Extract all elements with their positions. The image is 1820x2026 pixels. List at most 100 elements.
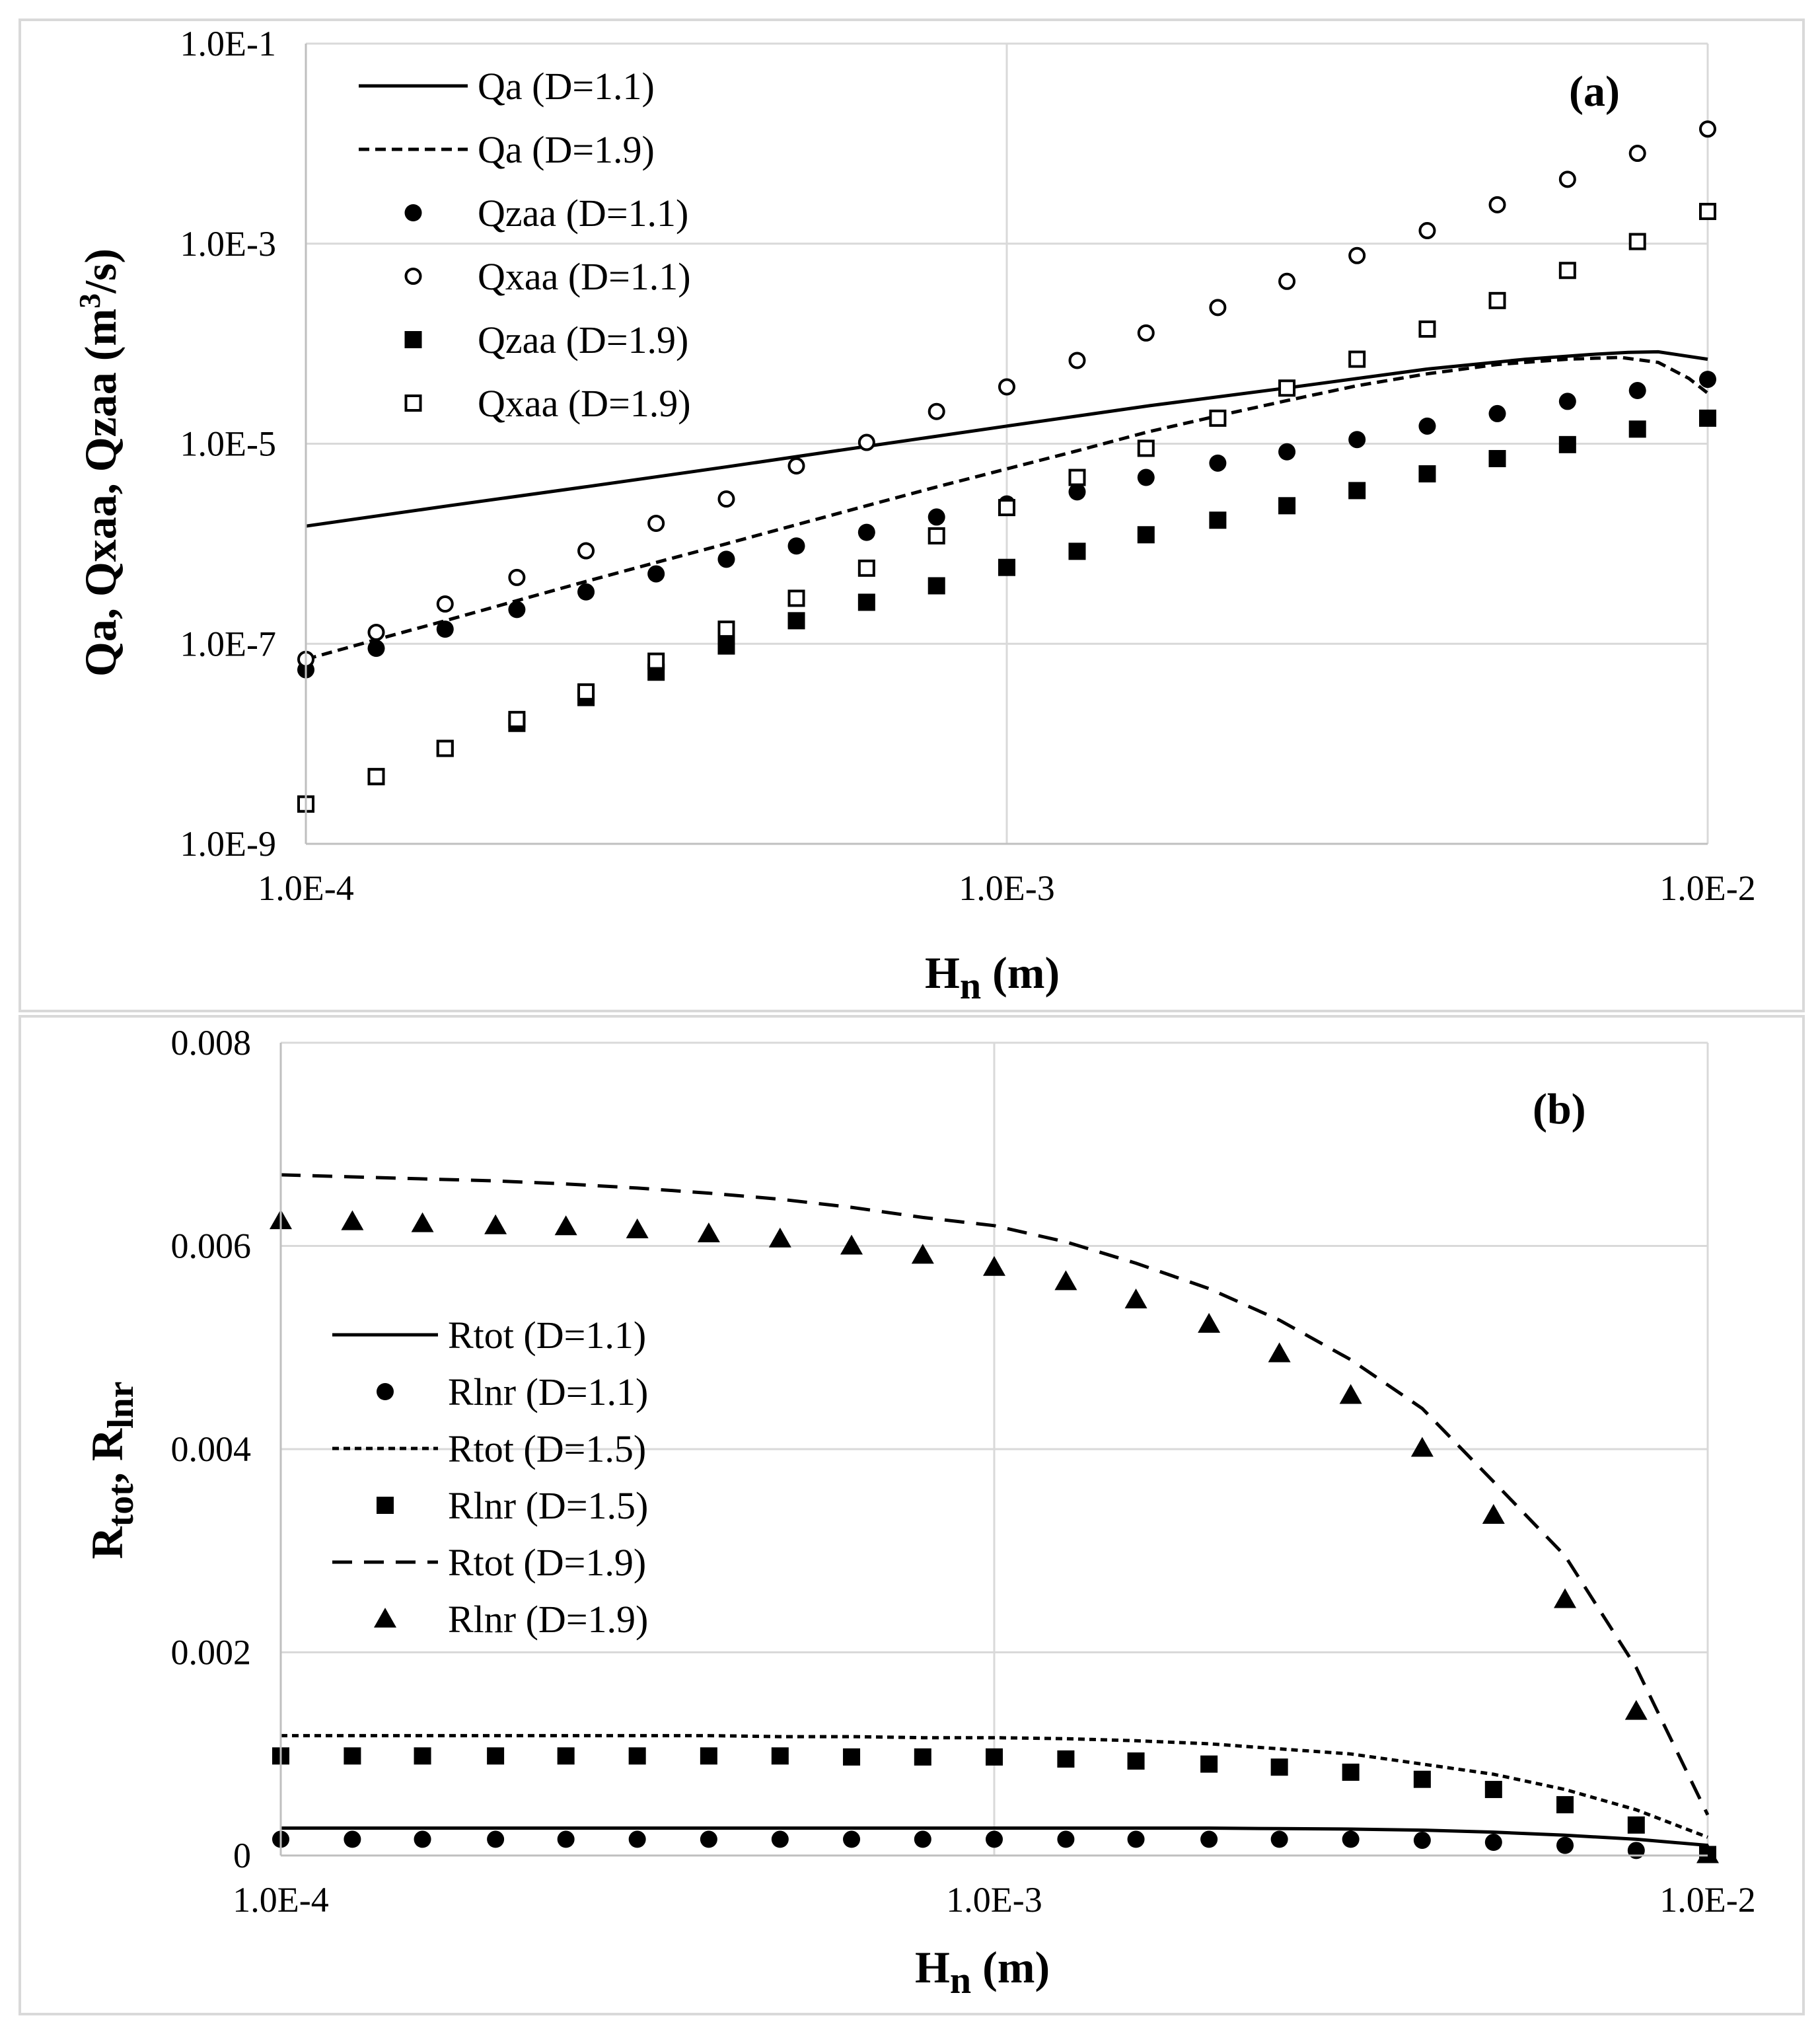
data-point: [577, 542, 595, 560]
data-point: [1624, 1700, 1648, 1720]
data-point: [1627, 1816, 1645, 1834]
data-point: [1268, 1342, 1291, 1363]
data-point: [647, 514, 665, 532]
data-point: [414, 1747, 431, 1765]
panel-b-axes: 1.0E-4 1.0E-3 1.0E-2 0 0.002 0.004 0.006 0.008: [171, 1023, 1756, 1920]
data-point: [1348, 350, 1366, 368]
x-tick-label: 1.0E-4: [258, 868, 353, 908]
legend-label: Qzaa (D=1.9): [478, 319, 688, 361]
data-point: [1628, 420, 1646, 438]
legend-label: Rtot (D=1.5): [448, 1427, 646, 1470]
legend-item: Qa (D=1.9): [359, 128, 655, 171]
panel-b-legend: Rtot (D=1.1) Rlnr (D=1.1) Rtot (D=1.5) Rlnr…: [332, 1314, 648, 1641]
legend-label: Rtot (D=1.1): [448, 1314, 646, 1357]
data-point: [1413, 1770, 1431, 1788]
data-point: [1556, 1836, 1574, 1854]
data-point: [436, 620, 454, 638]
panel-a-y-axis-title-sup: 3: [73, 293, 106, 309]
panel-a-y-axis-title-end: /s): [75, 248, 126, 294]
data-point: [1127, 1752, 1145, 1770]
panel-b-x-axis-title: Hn (m): [915, 1942, 1050, 2002]
data-point: [1137, 324, 1155, 342]
data-point: [344, 1747, 361, 1765]
data-point: [843, 1830, 861, 1848]
data-point: [914, 1830, 931, 1848]
x-tick-label: 1.0E-2: [1659, 868, 1755, 908]
series-markers-rlnr-d-1-5: [272, 1747, 1716, 1863]
data-point: [411, 1212, 434, 1232]
legend-item: Rlnr (D=1.9): [374, 1598, 648, 1641]
y-tick-label: 0.002: [171, 1633, 252, 1672]
data-point: [700, 1747, 717, 1765]
data-point: [414, 1830, 431, 1848]
data-point: [367, 768, 385, 786]
data-point: [1278, 497, 1296, 515]
data-point: [1209, 454, 1227, 472]
data-point: [1057, 1750, 1075, 1768]
data-point: [508, 568, 526, 586]
data-point: [928, 508, 945, 526]
data-point: [367, 640, 385, 657]
panel-a-x-axis-title: Hn (m): [925, 948, 1060, 1007]
data-point: [700, 1830, 717, 1848]
data-point: [1137, 526, 1155, 544]
data-point: [1124, 1288, 1147, 1308]
data-point: [508, 601, 526, 619]
panel-a-series: [297, 120, 1716, 813]
panel-a-legend: Qa (D=1.1) Qa (D=1.9) Qzaa (D=1.1) Qxaa (D=…: [359, 65, 691, 425]
legend-label: Rlnr (D=1.1): [448, 1370, 648, 1413]
legend-swatch-marker: [374, 1608, 396, 1628]
panel-a-gridlines: [306, 42, 1709, 844]
data-point: [787, 589, 805, 607]
legend-label: Qa (D=1.1): [478, 65, 655, 108]
data-point: [857, 523, 875, 541]
legend-item: Qxaa (D=1.1): [404, 255, 691, 298]
legend-item: Qzaa (D=1.1): [404, 192, 688, 235]
legend-item: Qa (D=1.1): [359, 65, 655, 108]
panel-a-y-axis-title-text: Qa, Qxaa, Qzaa (m: [75, 309, 126, 677]
data-point: [1558, 262, 1576, 280]
data-point: [787, 612, 805, 630]
data-point: [508, 710, 526, 728]
legend-item: Qxaa (D=1.9): [404, 382, 691, 425]
data-point: [577, 683, 595, 701]
data-point: [983, 1256, 1005, 1276]
panel-b-tag: (b): [1533, 1085, 1586, 1133]
data-point: [771, 1830, 789, 1848]
data-point: [717, 637, 735, 655]
series-markers-qxaa-d-1-1: [297, 120, 1716, 668]
y-tick-label: 0.008: [171, 1023, 252, 1063]
data-point: [998, 558, 1015, 576]
panel-b-y-axis-title: Rtot, Rlnr: [82, 1381, 141, 1559]
legend-swatch-marker: [404, 331, 422, 348]
legend-swatch-marker: [404, 204, 422, 221]
data-point: [1410, 1437, 1434, 1457]
data-point: [487, 1830, 505, 1848]
data-point: [1270, 1758, 1288, 1776]
data-point: [628, 1747, 646, 1765]
data-point: [1278, 443, 1296, 461]
legend-item: Rtot (D=1.9): [332, 1541, 646, 1584]
data-point: [1488, 450, 1506, 468]
data-point: [768, 1227, 791, 1248]
data-point: [1348, 431, 1366, 449]
data-point: [1484, 1781, 1502, 1799]
legend-label: Qxaa (D=1.9): [478, 382, 691, 425]
data-point: [1068, 543, 1086, 560]
data-point: [557, 1747, 575, 1765]
data-point: [1348, 246, 1366, 264]
data-point: [1209, 409, 1227, 427]
data-point: [1137, 439, 1155, 457]
series-line-rtot-d-1-9: [280, 1173, 1710, 1816]
legend-label: Qxaa (D=1.1): [478, 255, 691, 298]
x-tick-label: 1.0E-3: [946, 1880, 1042, 1920]
panel-a-y-axis-title: Qa, Qxaa, Qzaa (m3/s): [73, 248, 126, 677]
panel-b-x-axis-title-sub: n: [950, 1959, 971, 2002]
y-tick-label: 0: [233, 1836, 251, 1875]
data-point: [771, 1747, 789, 1765]
legend-item: Qzaa (D=1.9): [404, 319, 688, 361]
data-point: [341, 1210, 364, 1230]
data-point: [1127, 1830, 1145, 1848]
data-point: [717, 550, 735, 568]
